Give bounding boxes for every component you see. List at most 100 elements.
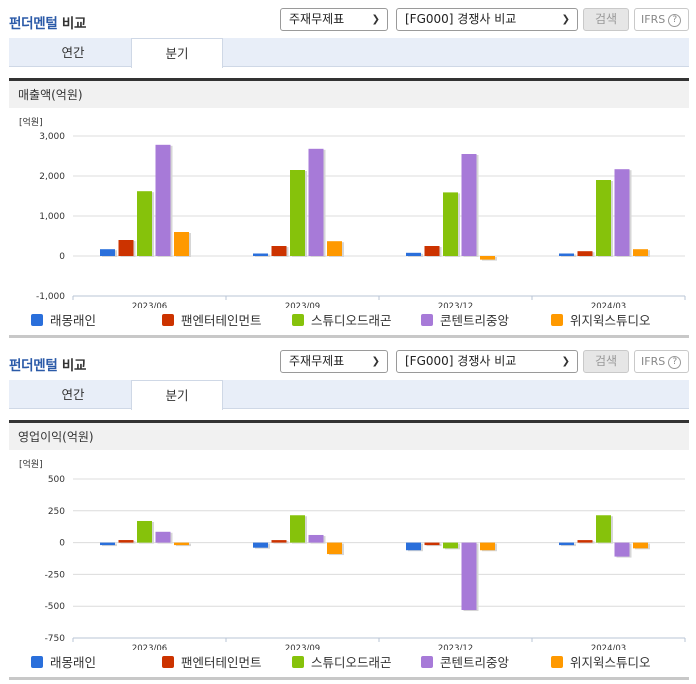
statement-type-select[interactable]: 주재무제표 ❯ bbox=[280, 350, 388, 373]
legend-label: 래몽래인 bbox=[50, 655, 97, 670]
bar[interactable] bbox=[308, 148, 324, 256]
bar[interactable] bbox=[577, 540, 593, 543]
legend-label: 스튜디오드래곤 bbox=[311, 655, 392, 670]
bar[interactable] bbox=[100, 249, 115, 256]
legend-item[interactable]: 콘텐트리중앙 bbox=[421, 652, 509, 674]
legend-item[interactable]: 스튜디오드래곤 bbox=[292, 310, 392, 332]
chevron-down-icon: ❯ bbox=[561, 14, 570, 25]
legend-swatch bbox=[31, 656, 43, 668]
bar[interactable] bbox=[443, 192, 458, 256]
fundamental-section-revenue: 펀더멘털 비교 주재무제표 ❯ [FG000] 경쟁사 비교 ❯ 검색 IFRS? … bbox=[0, 0, 696, 338]
bar[interactable] bbox=[290, 515, 305, 543]
fundamental-section-operating-profit: 펀더멘털 비교 주재무제표 ❯ [FG000] 경쟁사 비교 ❯ 검색 IFRS? … bbox=[0, 342, 696, 680]
bar[interactable] bbox=[100, 542, 115, 546]
divider bbox=[9, 677, 689, 680]
chevron-down-icon: ❯ bbox=[561, 356, 570, 367]
bar[interactable] bbox=[327, 542, 342, 555]
legend-label: 스튜디오드래곤 bbox=[311, 313, 392, 328]
divider bbox=[9, 335, 689, 338]
bar[interactable] bbox=[253, 542, 268, 548]
period-tabs: 연간 분기 bbox=[9, 380, 689, 410]
section-header: 펀더멘털 비교 주재무제표 ❯ [FG000] 경쟁사 비교 ❯ 검색 IFRS? bbox=[0, 342, 696, 380]
bar[interactable] bbox=[327, 241, 342, 256]
help-icon: ? bbox=[668, 356, 682, 369]
bar[interactable] bbox=[424, 246, 440, 256]
x-tick-label: 2023/06 bbox=[132, 644, 167, 650]
y-tick-label: 3,000 bbox=[39, 132, 65, 142]
legend-item[interactable]: 위지윅스튜디오 bbox=[551, 310, 651, 332]
legend-swatch bbox=[292, 656, 304, 668]
chevron-down-icon: ❯ bbox=[371, 356, 380, 367]
page-title: 펀더멘털 비교 bbox=[9, 16, 87, 32]
statement-type-select[interactable]: 주재무제표 ❯ bbox=[280, 8, 388, 31]
metric-title: 영업이익(억원) bbox=[9, 420, 689, 450]
bar[interactable] bbox=[480, 542, 495, 551]
bar[interactable] bbox=[271, 246, 287, 256]
search-button[interactable]: 검색 bbox=[583, 8, 629, 31]
y-tick-label: -500 bbox=[45, 602, 66, 612]
search-button[interactable]: 검색 bbox=[583, 350, 629, 373]
legend-item[interactable]: 팬엔터테인먼트 bbox=[162, 310, 262, 332]
bar[interactable] bbox=[577, 251, 593, 256]
y-tick-label: 0 bbox=[59, 252, 65, 262]
bar[interactable] bbox=[461, 542, 477, 611]
legend-item[interactable]: 팬엔터테인먼트 bbox=[162, 652, 262, 674]
bar[interactable] bbox=[137, 520, 152, 543]
x-tick-label: 2023/09 bbox=[285, 644, 320, 650]
y-tick-label: 500 bbox=[48, 475, 65, 485]
x-tick-label: 2023/12 bbox=[438, 644, 473, 650]
bar[interactable] bbox=[461, 154, 477, 256]
tab-quarterly[interactable]: 분기 bbox=[131, 38, 223, 68]
legend-item[interactable]: 스튜디오드래곤 bbox=[292, 652, 392, 674]
bar[interactable] bbox=[614, 169, 630, 256]
tab-quarterly[interactable]: 분기 bbox=[131, 380, 223, 410]
bar[interactable] bbox=[559, 253, 574, 257]
bar[interactable] bbox=[118, 540, 134, 543]
legend-swatch bbox=[421, 314, 433, 326]
bar[interactable] bbox=[406, 252, 421, 256]
bar[interactable] bbox=[633, 542, 648, 549]
tab-annual[interactable]: 연간 bbox=[61, 387, 85, 402]
legend-swatch bbox=[31, 314, 43, 326]
bar[interactable] bbox=[137, 191, 152, 256]
bar[interactable] bbox=[118, 240, 134, 256]
metric-title: 매출액(억원) bbox=[9, 78, 689, 108]
section-header: 펀더멘털 비교 주재무제표 ❯ [FG000] 경쟁사 비교 ❯ 검색 IFRS? bbox=[0, 0, 696, 38]
legend-item[interactable]: 래몽래인 bbox=[31, 310, 96, 332]
bar[interactable] bbox=[174, 232, 189, 256]
bar[interactable] bbox=[596, 515, 611, 543]
legend-swatch bbox=[162, 656, 174, 668]
bar[interactable] bbox=[155, 531, 171, 543]
comparison-type-select[interactable]: [FG000] 경쟁사 비교 ❯ bbox=[396, 8, 578, 31]
legend-label: 팬엔터테인먼트 bbox=[181, 313, 262, 328]
bar[interactable] bbox=[253, 253, 268, 257]
bar[interactable] bbox=[559, 542, 574, 546]
bar[interactable] bbox=[480, 256, 495, 260]
bar[interactable] bbox=[406, 542, 421, 551]
comparison-type-select[interactable]: [FG000] 경쟁사 비교 ❯ bbox=[396, 350, 578, 373]
bar[interactable] bbox=[290, 170, 305, 256]
x-tick-label: 2023/09 bbox=[285, 302, 320, 308]
bar[interactable] bbox=[308, 534, 324, 543]
legend-item[interactable]: 위지윅스튜디오 bbox=[551, 652, 651, 674]
legend-swatch bbox=[162, 314, 174, 326]
bar[interactable] bbox=[424, 542, 440, 546]
bar[interactable] bbox=[596, 180, 611, 256]
x-tick-label: 2024/03 bbox=[591, 302, 626, 308]
legend-item[interactable]: 콘텐트리중앙 bbox=[421, 310, 509, 332]
bar[interactable] bbox=[271, 540, 287, 543]
help-icon: ? bbox=[668, 14, 682, 27]
tab-annual[interactable]: 연간 bbox=[61, 45, 85, 60]
legend-item[interactable]: 래몽래인 bbox=[31, 652, 96, 674]
legend-swatch bbox=[551, 314, 563, 326]
bar[interactable] bbox=[155, 144, 171, 256]
ifrs-help-button[interactable]: IFRS? bbox=[634, 350, 689, 373]
ifrs-help-button[interactable]: IFRS? bbox=[634, 8, 689, 31]
bar[interactable] bbox=[443, 542, 458, 549]
x-tick-label: 2023/12 bbox=[438, 302, 473, 308]
x-tick-label: 2024/03 bbox=[591, 644, 626, 650]
bar[interactable] bbox=[633, 249, 648, 256]
unit-label: [억원] bbox=[19, 116, 43, 128]
bar[interactable] bbox=[174, 542, 189, 546]
bar[interactable] bbox=[614, 542, 630, 557]
